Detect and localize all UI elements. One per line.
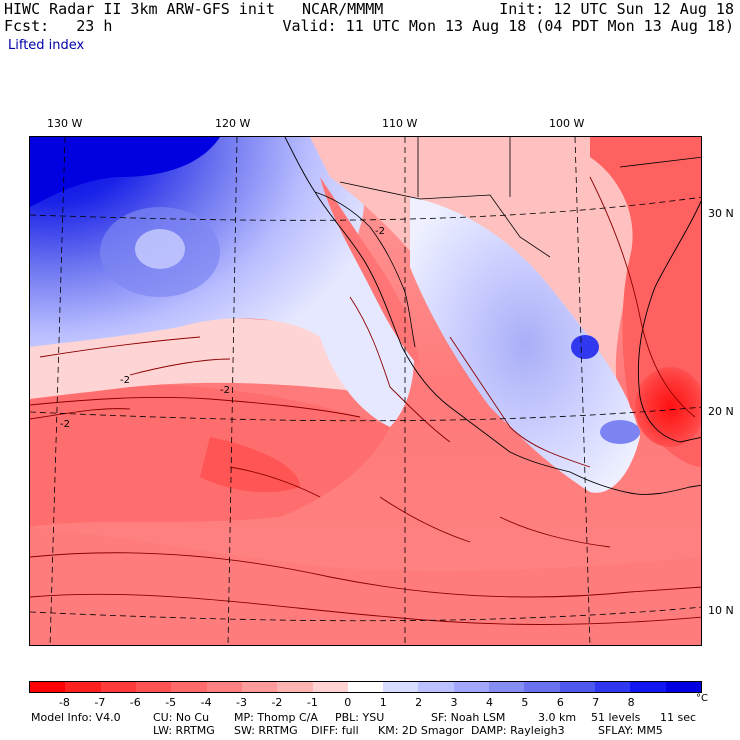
- footer-pbl: PBL: YSU: [335, 711, 385, 724]
- color-swatch: [30, 682, 66, 692]
- footer-diff: DIFF: full: [311, 724, 359, 737]
- blue-patch-south: [600, 420, 640, 444]
- color-scale-tick-label: 3: [450, 696, 458, 709]
- color-scale-tick-label: 8: [627, 696, 635, 709]
- deep-blue-corner: [30, 137, 220, 207]
- lat-label-30n: 30 N: [708, 207, 734, 220]
- lat-label-20n: 20 N: [708, 405, 734, 418]
- color-scale-tick-label: 4: [485, 696, 493, 709]
- lifted-index-map: -2 -2 -2 -2: [29, 136, 702, 646]
- footer-mp: MP: Thomp C/A: [234, 711, 318, 724]
- us-mexico-border: [339, 181, 551, 258]
- color-swatch: [277, 682, 313, 692]
- color-scale-tick-label: -2: [271, 696, 283, 709]
- color-scale-tick-label: -8: [58, 696, 70, 709]
- footer-sflay: SFLAY: MM5: [598, 724, 663, 737]
- footer-model-info: Model Info: V4.0: [31, 711, 121, 724]
- lat-label-10n: 10 N: [708, 604, 734, 617]
- model-title: HIWC Radar II 3km ARW-GFS init NCAR/MMMM: [4, 0, 384, 18]
- color-swatch: [347, 682, 384, 692]
- color-swatch: [559, 682, 595, 692]
- color-swatch: [665, 682, 701, 692]
- color-swatch: [206, 682, 242, 692]
- color-swatch: [312, 682, 348, 692]
- color-scale-tick-label: -3: [236, 696, 247, 709]
- footer-timestep: 11 sec: [660, 711, 697, 724]
- color-swatch: [100, 682, 136, 692]
- color-swatch: [489, 682, 525, 692]
- lon-label-130w: 130 W: [47, 117, 83, 130]
- northwest-blue-region: [30, 137, 414, 427]
- init-time: Init: 12 UTC Sun 12 Aug 18: [499, 0, 734, 18]
- color-scale-tick-label: 0: [344, 696, 352, 709]
- state-border-3: [619, 156, 701, 168]
- contour-label: -2: [60, 419, 70, 430]
- color-scale-tick-label: 5: [521, 696, 529, 709]
- footer-sf: SF: Noah LSM: [431, 711, 506, 724]
- contour-label: -2: [120, 375, 130, 386]
- footer-resolution: 3.0 km: [538, 711, 577, 724]
- footer-km: KM: 2D Smagor: [378, 724, 464, 737]
- contour-lines: [30, 176, 701, 625]
- light-pink-band: [30, 317, 400, 399]
- footer-levels: 51 levels: [591, 711, 641, 724]
- color-swatch: [630, 682, 666, 692]
- blue-spot: [571, 335, 599, 359]
- color-swatch: [524, 682, 560, 692]
- footer-damp: DAMP: Rayleigh3: [471, 724, 565, 737]
- color-swatch: [383, 682, 419, 692]
- gulf-coastline: [637, 200, 701, 443]
- pacific-coastline: [284, 137, 701, 495]
- baja-coastline: [314, 191, 416, 348]
- color-scale-tick-label: -6: [129, 696, 141, 709]
- color-swatch: [453, 682, 490, 692]
- footer-cu: CU: No Cu: [153, 711, 210, 724]
- color-scale-tick-label: 6: [556, 696, 564, 709]
- hot-spot-east: [635, 367, 701, 447]
- forecast-hour: Fcst: 23 h: [4, 17, 113, 35]
- footer-lw: LW: RRTMG: [153, 724, 215, 737]
- color-scale-bar: [29, 681, 702, 693]
- color-swatch: [171, 682, 207, 692]
- color-scale-tick-label: -1: [306, 696, 318, 709]
- blue-swirl-core: [135, 229, 185, 269]
- color-scale-unit: °C: [696, 693, 708, 704]
- baja-peninsula: [320, 177, 420, 367]
- contour-label: -2: [375, 226, 385, 237]
- mexico-blue-region: [410, 197, 640, 493]
- color-swatch: [65, 682, 101, 692]
- graticule: [30, 137, 701, 645]
- color-swatch: [595, 682, 631, 692]
- color-scale-tick-label: 1: [379, 696, 387, 709]
- color-scale-tick-label: -5: [165, 696, 177, 709]
- color-scale-tick-label: 2: [415, 696, 423, 709]
- valid-time: Valid: 11 UTC Mon 13 Aug 18 (04 PDT Mon …: [282, 17, 734, 35]
- lon-label-120w: 120 W: [215, 117, 251, 130]
- color-scale-tick-label: -4: [200, 696, 212, 709]
- color-scale-tick-label: 7: [592, 696, 600, 709]
- color-scale-tick-label: -7: [94, 696, 106, 709]
- map-canvas: -2 -2 -2 -2: [30, 137, 701, 645]
- color-swatch: [241, 682, 278, 692]
- lon-label-110w: 110 W: [382, 117, 418, 130]
- color-swatch: [135, 682, 172, 692]
- lon-label-100w: 100 W: [549, 117, 585, 130]
- color-swatch: [418, 682, 454, 692]
- contour-label: -2: [220, 385, 230, 396]
- field-name: Lifted index: [8, 38, 85, 53]
- footer-sw: SW: RRTMG: [234, 724, 298, 737]
